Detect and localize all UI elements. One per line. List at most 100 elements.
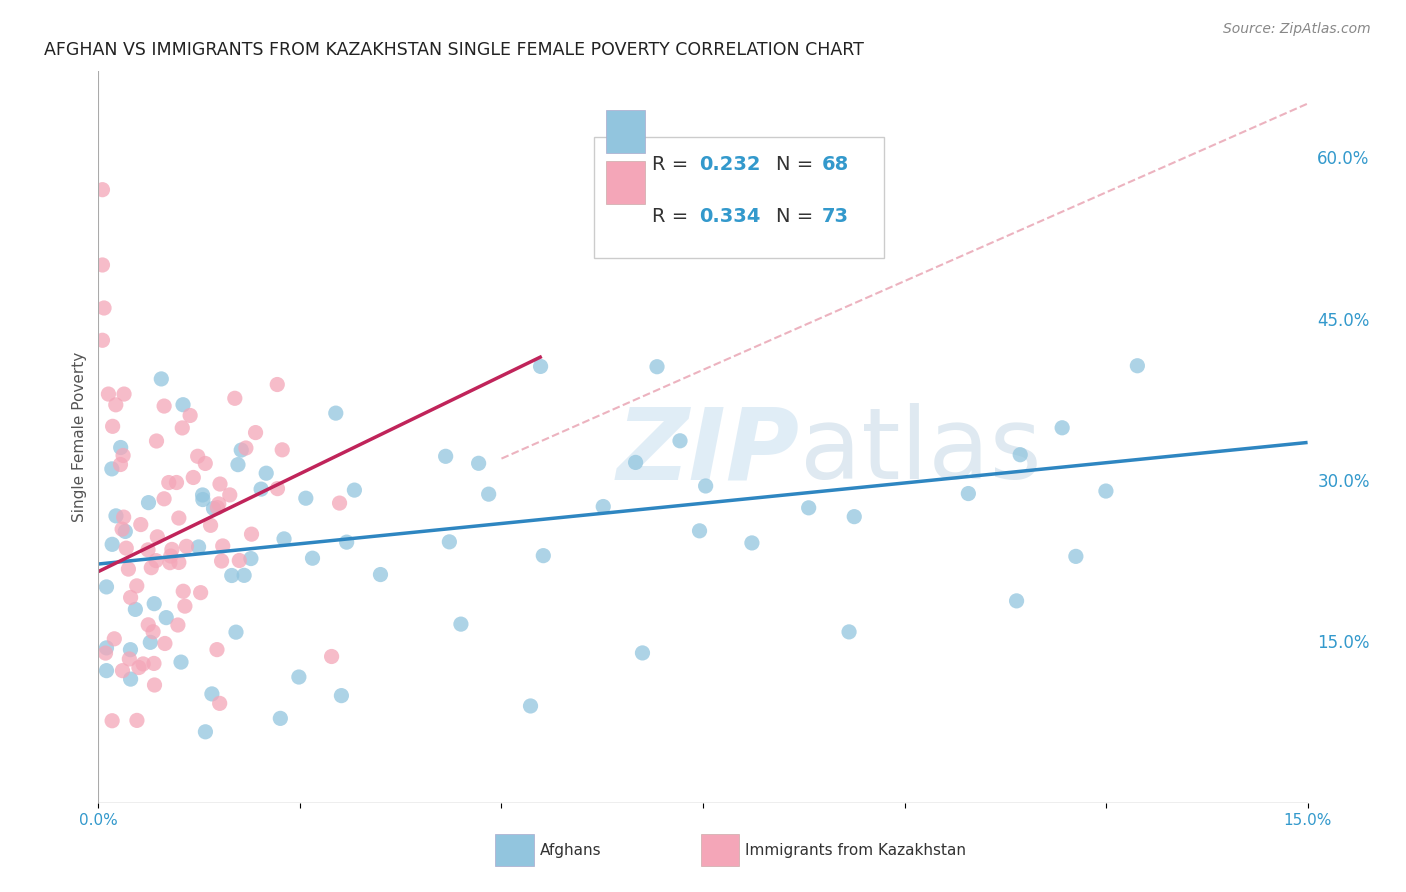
Point <box>224 392 246 406</box>
Point <box>124 602 146 616</box>
Point <box>167 556 190 570</box>
Point <box>111 664 134 678</box>
Point <box>170 655 193 669</box>
Point <box>592 500 614 514</box>
Point <box>271 442 294 457</box>
Point <box>153 636 176 650</box>
Point <box>478 487 501 501</box>
Point <box>200 518 222 533</box>
Point <box>129 517 152 532</box>
Point <box>669 434 692 448</box>
Point <box>218 488 240 502</box>
Text: AFGHAN VS IMMIGRANTS FROM KAZAKHSTAN SINGLE FEMALE POVERTY CORRELATION CHART: AFGHAN VS IMMIGRANTS FROM KAZAKHSTAN SIN… <box>44 41 863 59</box>
Point <box>228 553 250 567</box>
Point <box>138 495 160 509</box>
Point <box>301 551 323 566</box>
Point <box>208 497 231 511</box>
Point <box>439 534 461 549</box>
Point <box>157 475 180 490</box>
FancyBboxPatch shape <box>606 161 645 204</box>
FancyBboxPatch shape <box>495 834 534 866</box>
Point <box>120 591 142 605</box>
Text: Afghans: Afghans <box>540 843 602 858</box>
Point <box>221 568 243 582</box>
Point <box>207 500 229 515</box>
Point <box>104 398 127 412</box>
Point <box>110 458 132 472</box>
Point <box>201 687 224 701</box>
Point <box>128 660 150 674</box>
Point <box>240 527 263 541</box>
Point <box>118 652 141 666</box>
Point <box>797 500 820 515</box>
Point <box>370 567 392 582</box>
Point <box>117 562 139 576</box>
Point <box>120 672 142 686</box>
FancyBboxPatch shape <box>606 110 645 153</box>
Point <box>167 618 190 632</box>
Point <box>645 359 668 374</box>
Point <box>91 183 114 197</box>
Point <box>104 508 127 523</box>
Point <box>174 599 197 614</box>
Point <box>631 646 654 660</box>
Point <box>205 642 228 657</box>
Point <box>191 492 214 507</box>
Point <box>172 421 194 435</box>
FancyBboxPatch shape <box>700 834 740 866</box>
Point <box>245 425 267 440</box>
Point <box>211 539 233 553</box>
Point <box>114 524 136 539</box>
Point <box>624 455 647 469</box>
Text: Source: ZipAtlas.com: Source: ZipAtlas.com <box>1223 22 1371 37</box>
Text: 0.334: 0.334 <box>699 207 761 226</box>
Point <box>1005 594 1028 608</box>
Point <box>689 524 711 538</box>
Point <box>239 551 262 566</box>
Point <box>187 450 209 464</box>
Point <box>136 542 159 557</box>
Point <box>166 475 188 490</box>
Point <box>450 617 472 632</box>
Point <box>208 477 231 491</box>
Point <box>838 624 860 639</box>
Point <box>336 535 359 549</box>
Point <box>110 441 132 455</box>
Point <box>160 542 183 557</box>
Point <box>231 443 253 458</box>
Point <box>194 457 217 471</box>
Point <box>233 568 256 582</box>
Point <box>269 711 291 725</box>
Point <box>139 635 162 649</box>
Point <box>329 496 352 510</box>
Point <box>1126 359 1149 373</box>
Point <box>172 398 194 412</box>
Text: ZIP: ZIP <box>617 403 800 500</box>
Point <box>91 333 114 347</box>
Point <box>145 434 167 448</box>
Point <box>741 536 763 550</box>
Point <box>93 301 115 315</box>
Point <box>153 491 176 506</box>
Point <box>330 689 353 703</box>
Point <box>531 549 554 563</box>
Point <box>120 642 142 657</box>
Point <box>1064 549 1087 564</box>
Point <box>1010 448 1032 462</box>
Point <box>101 537 124 551</box>
Point <box>295 491 318 506</box>
Point <box>94 646 117 660</box>
Y-axis label: Single Female Poverty: Single Female Poverty <box>72 352 87 522</box>
Point <box>159 556 181 570</box>
Point <box>172 584 194 599</box>
Text: 73: 73 <box>821 207 848 226</box>
Point <box>194 724 217 739</box>
Point <box>191 488 214 502</box>
Point <box>143 678 166 692</box>
Point <box>519 698 541 713</box>
Point <box>96 664 118 678</box>
Text: N =: N = <box>776 155 820 175</box>
Point <box>142 624 165 639</box>
Point <box>211 554 233 568</box>
Point <box>187 540 209 554</box>
